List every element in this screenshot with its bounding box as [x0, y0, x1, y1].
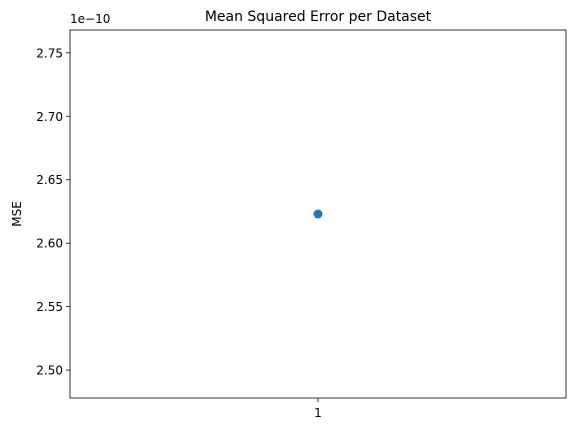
data-point: [313, 209, 323, 219]
x-tick-label: 1: [314, 406, 322, 420]
y-axis-label: MSE: [10, 201, 24, 227]
y-tick-label: 2.55: [36, 300, 63, 314]
axis-ticks: 2.50 2.55 2.60 2.65 2.70 2.75 1: [36, 46, 322, 420]
y-tick-label: 2.50: [36, 364, 63, 378]
plot-area-frame: [69, 29, 567, 399]
y-tick-label: 2.65: [36, 173, 63, 187]
y-tick-label: 2.70: [36, 110, 63, 124]
y-tick-label: 2.60: [36, 237, 63, 251]
y-axis-offset-label: 1e−10: [70, 12, 110, 26]
chart-title: Mean Squared Error per Dataset: [205, 9, 432, 25]
y-tick-label: 2.75: [36, 46, 63, 60]
data-points: [313, 209, 323, 219]
